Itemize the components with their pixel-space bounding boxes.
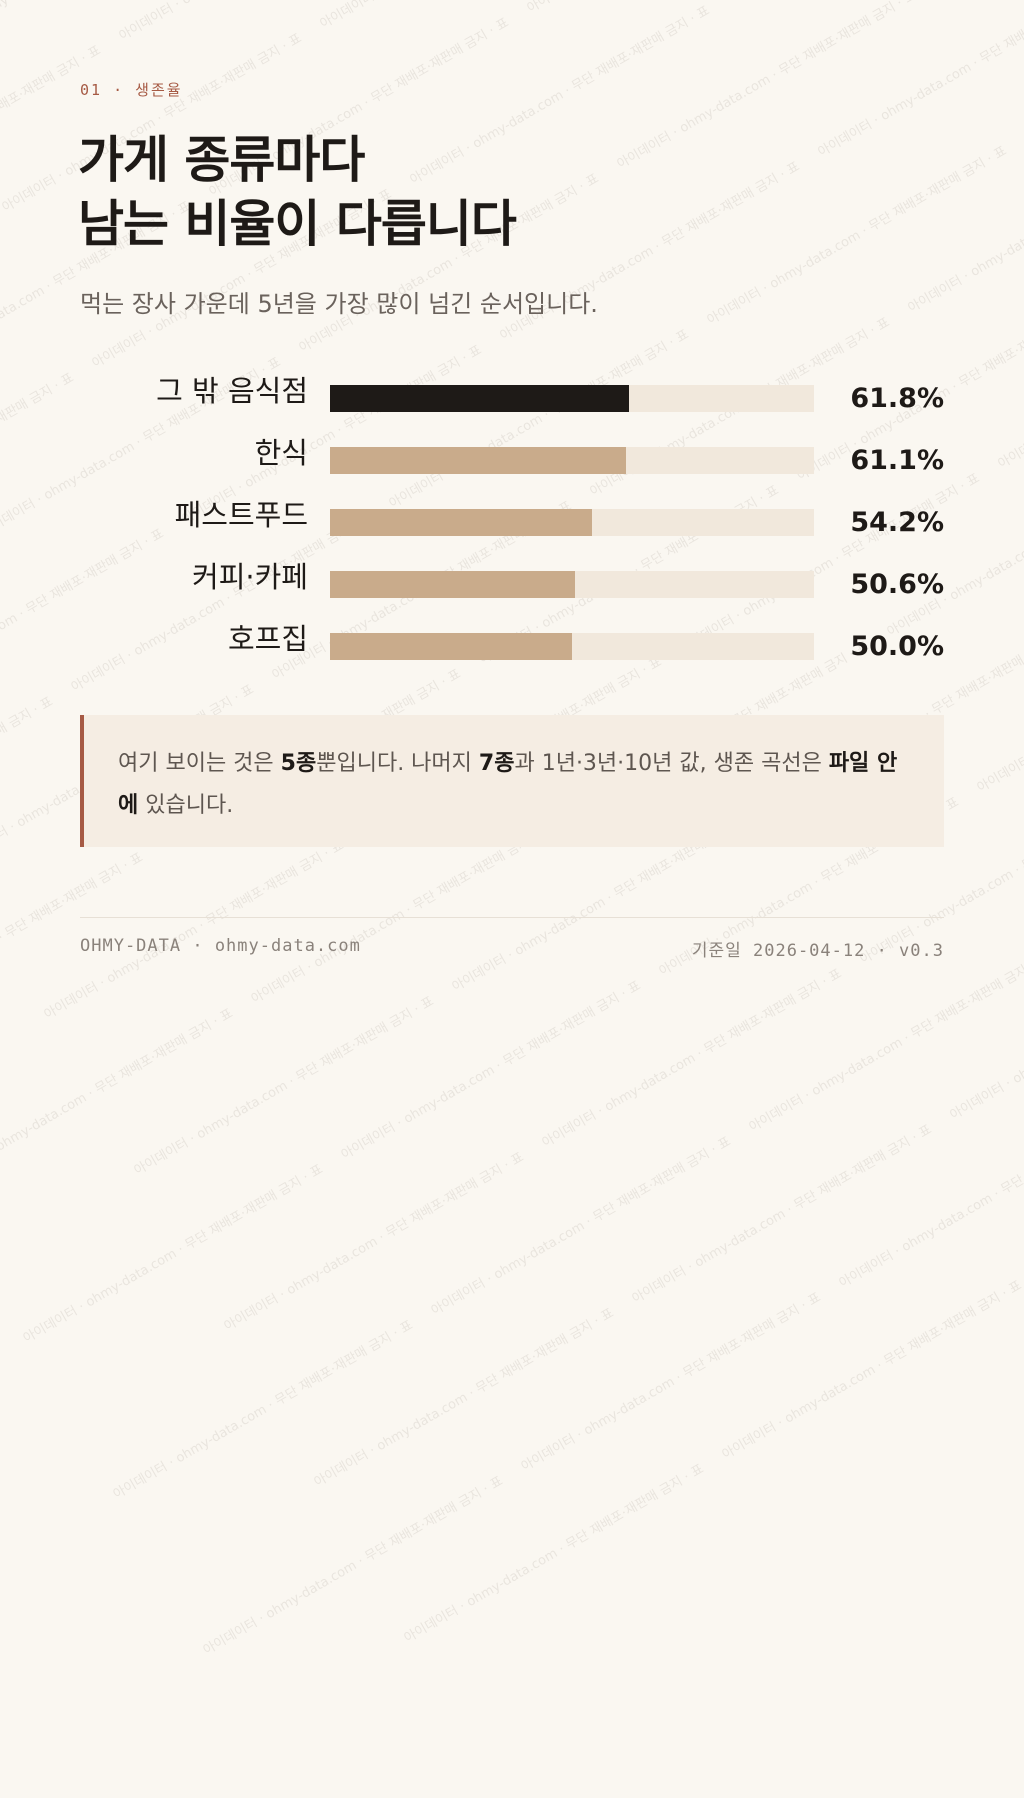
watermark-text: 아이데이터 · ohmy-data.com · 무단 재배포·재판매 금지 · … [20, 1161, 326, 1347]
note-text-2: 뿐입니다. 나머지 [316, 751, 479, 776]
watermark-text: 아이데이터 · ohmy-data.com · 무단 재배포·재판매 금지 · … [200, 1473, 506, 1659]
bar-category-label: 커피·카페 [192, 560, 308, 594]
footer-divider [80, 917, 944, 918]
footer-date-label: 기준일 [691, 941, 742, 961]
watermark-text: 아이데이터 · ohmy-data.com · 무단 재배포·재판매 금지 · … [221, 1149, 527, 1335]
bar-category-label: 한식 [254, 436, 308, 470]
note-text-1: 여기 보이는 것은 [118, 751, 281, 776]
title-line-2: 남는 비율이 다릅니다 [78, 195, 517, 253]
footer-date-value: 2026-04-12 · v0.3 [753, 941, 944, 961]
watermark-text: 아이데이터 · ohmy-data.com · 무단 재배포·재판매 금지 · … [629, 1122, 935, 1307]
page-title: 가게 종류마다 남는 비율이 다릅니다 [78, 128, 517, 256]
note-bold-3: 파일 안에 [118, 751, 898, 818]
watermark-text: 아이데이터 · ohmy-data.com · 무단 재배포·재판매 금지 · … [428, 1134, 734, 1319]
bar-value-label: 61.1% [850, 445, 944, 476]
watermark-text: 아이데이터 · ohmy-data.com · 무단 재배포·재판매 금지 · … [836, 1107, 1024, 1292]
bar-row: 커피·카페 50.6% [0, 546, 1024, 608]
watermark-text: 아이데이터 · ohmy-data.com · 무단 재배포·재판매 금지 · … [110, 1317, 416, 1503]
section-eyebrow: 01 · 생존율 [80, 81, 183, 99]
bar [330, 385, 630, 412]
bar-track [330, 633, 814, 660]
bar-value-label: 61.8% [850, 383, 944, 414]
bar-row: 그 밖 음식점 61.8% [0, 360, 1024, 422]
bar-row: 패스트푸드 54.2% [0, 484, 1024, 546]
bar-category-label: 그 밖 음식점 [156, 374, 308, 408]
bar-value-label: 50.6% [850, 569, 944, 600]
watermark-text: 아이데이터 · ohmy-data.com · 무단 재배포·재판매 금지 · … [719, 1278, 1024, 1463]
bar [330, 447, 626, 474]
bar-value-label: 50.0% [850, 631, 944, 662]
bar-track [330, 447, 814, 474]
watermark-text: 아이데이터 · ohmy-data.com · 무단 재배포·재판매 금지 · … [518, 1290, 824, 1475]
info-note: 여기 보이는 것은 5종뿐입니다. 나머지 7종과 1년·3년·10년 값, 생… [80, 715, 944, 847]
bar-track [330, 509, 814, 536]
bar-category-label: 패스트푸드 [174, 498, 308, 532]
footer-date: 기준일 2026-04-12 · v0.3 [692, 936, 944, 961]
bar-value-label: 54.2% [850, 507, 944, 538]
note-text-4: 있습니다. [138, 793, 234, 818]
note-text-3: 과 1년·3년·10년 값, 생존 곡선은 [514, 751, 829, 776]
footer-brand: OHMY-DATA · ohmy-data.com [80, 936, 361, 956]
bar [330, 571, 575, 598]
bar [330, 633, 572, 660]
watermark-text: 아이데이터 · ohmy-data.com · 무단 재배포·재판매 금지 · … [311, 1305, 617, 1491]
bar-track [330, 571, 814, 598]
bar-row: 호프집 50.0% [0, 608, 1024, 670]
note-bold-2: 7종 [478, 751, 515, 776]
page-subtitle: 먹는 장사 가운데 5년을 가장 많이 넘긴 순서입니다. [80, 290, 598, 318]
bar-track [330, 385, 814, 412]
bar [330, 509, 593, 536]
note-bold-1: 5종 [280, 751, 317, 776]
survival-bar-chart: 그 밖 음식점 61.8% 한식 61.1% 패스트푸드 54.2% 커피·카페 50.6% 호… [0, 360, 1024, 690]
watermark-text: 아이데이터 · ohmy-data.com · 무단 재배포·재판매 금지 · … [401, 1461, 707, 1647]
bar-category-label: 호프집 [227, 622, 308, 656]
title-line-1: 가게 종류마다 [78, 131, 365, 189]
bar-row: 한식 61.1% [0, 422, 1024, 484]
watermark-text: 아이데이터 · ohmy-data.com · 무단 재배포·재판매 금지 · … [0, 1006, 236, 1191]
